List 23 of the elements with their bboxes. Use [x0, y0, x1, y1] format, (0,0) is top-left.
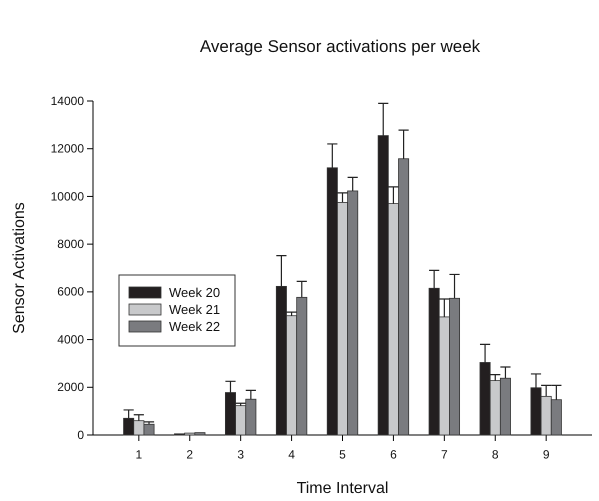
x-tick-label: 6 — [390, 447, 398, 462]
legend-label: Week 22 — [169, 319, 220, 334]
x-tick-label: 2 — [186, 447, 194, 462]
chart-title: Average Sensor activations per week — [200, 37, 481, 56]
legend-label: Week 20 — [169, 285, 220, 300]
x-tick-label: 9 — [542, 447, 550, 462]
x-tick-label: 5 — [339, 447, 346, 462]
y-tick-label: 14000 — [50, 94, 84, 108]
y-tick-label: 12000 — [50, 142, 84, 156]
legend-label: Week 21 — [169, 302, 220, 317]
x-tick-label: 7 — [440, 447, 448, 462]
x-tick-label: 3 — [237, 447, 244, 462]
y-tick-label: 2000 — [57, 380, 84, 394]
y-tick-label: 10000 — [50, 189, 84, 204]
x-axis-title: Time Interval — [296, 480, 388, 497]
y-axis-title: Sensor Activations — [11, 202, 28, 334]
y-tick-label: 4000 — [57, 332, 84, 346]
x-tick-label: 4 — [288, 447, 296, 462]
y-tick-label: 6000 — [57, 284, 84, 299]
y-tick-label: 0 — [77, 428, 84, 442]
x-tick-label: 8 — [492, 447, 499, 462]
x-tick-label: 1 — [135, 447, 142, 462]
y-tick-label: 8000 — [57, 236, 84, 251]
